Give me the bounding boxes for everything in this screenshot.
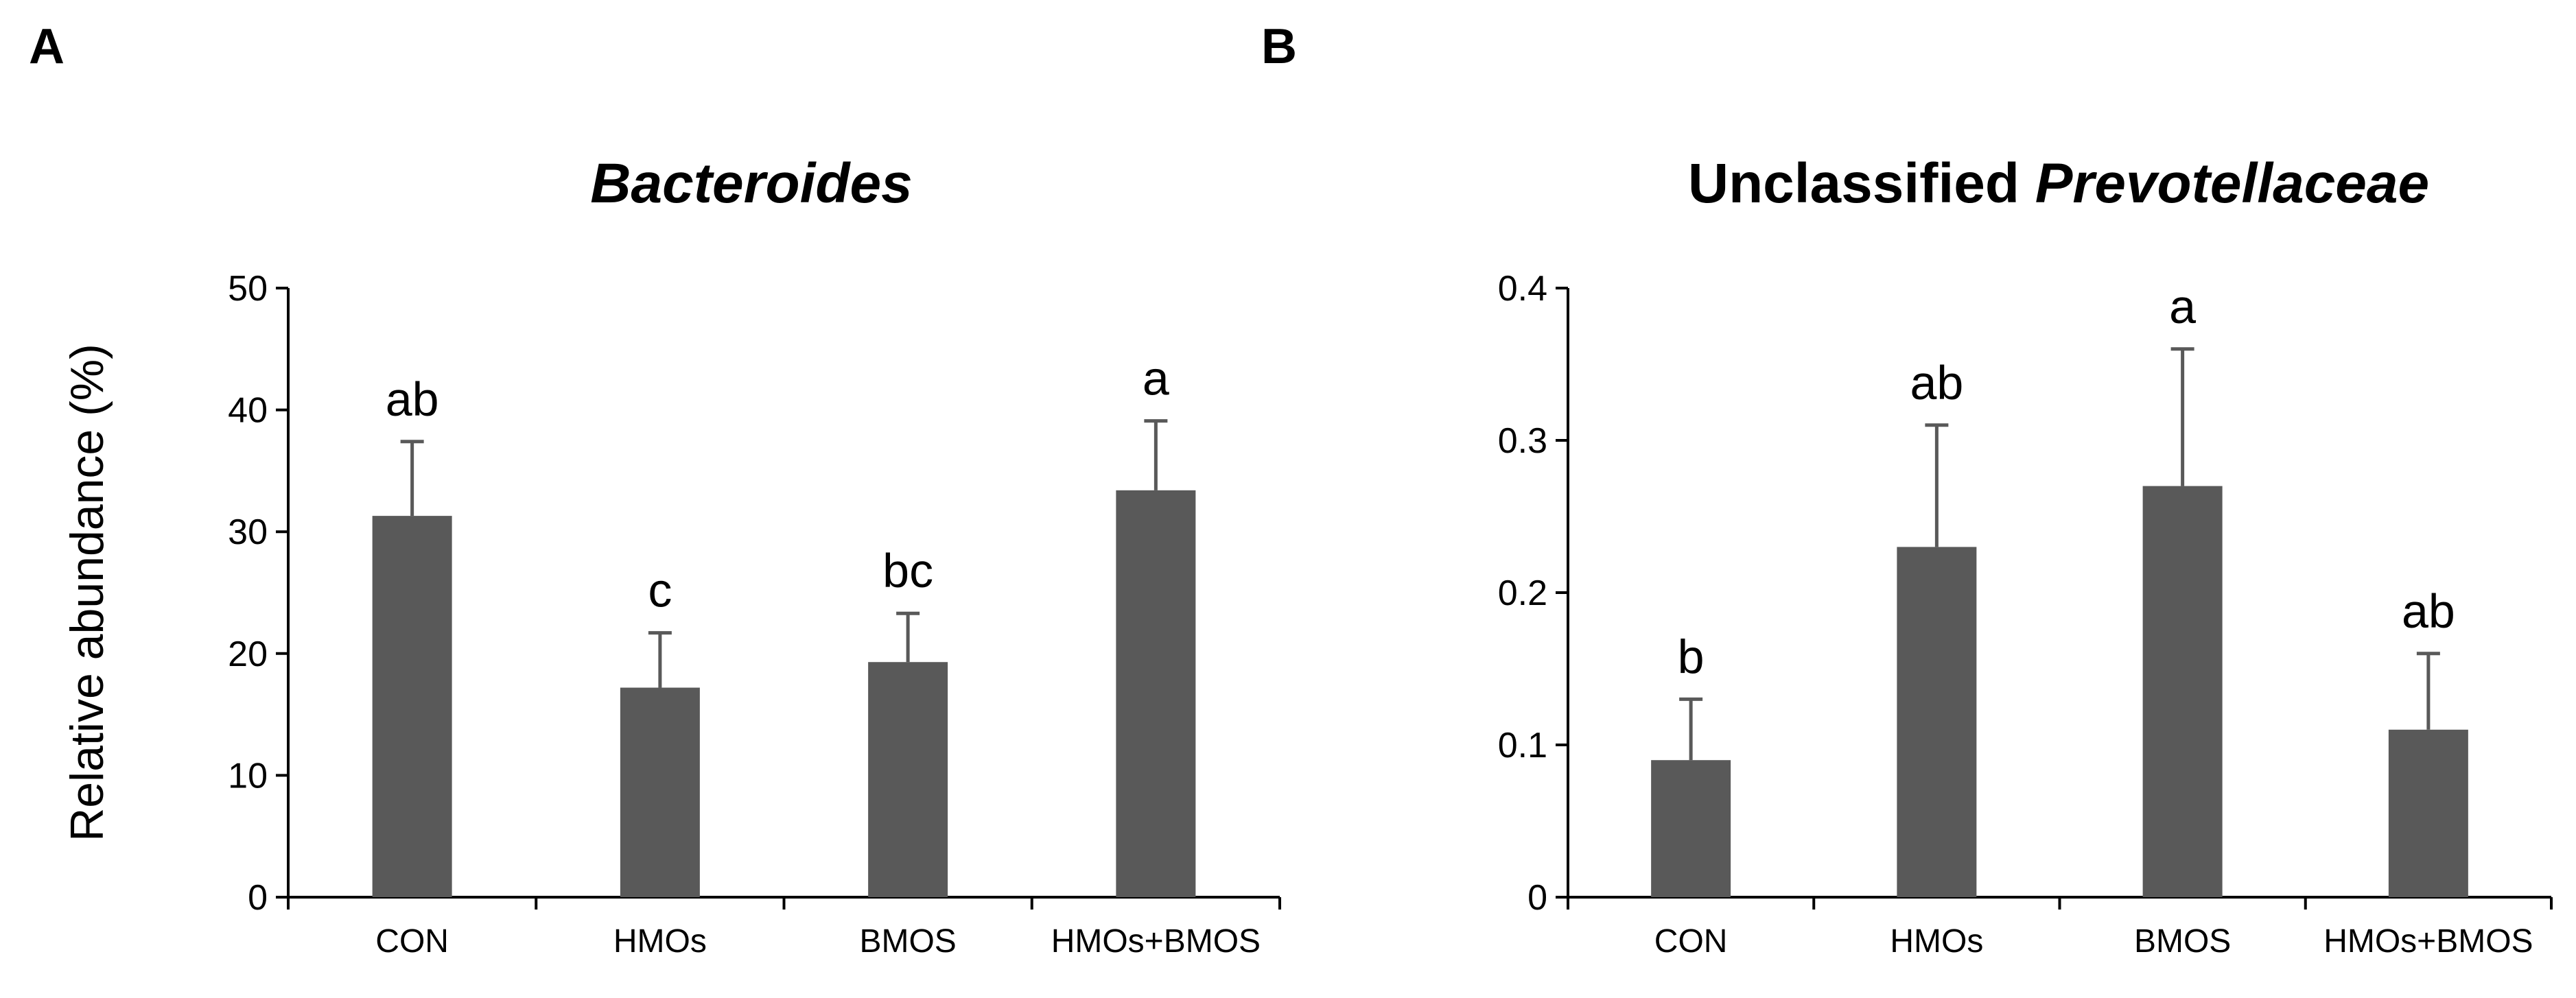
y-tick-label: 10 (228, 756, 268, 796)
y-axis-label: Relative abundance (%) (61, 344, 113, 842)
significance-label: ab (1910, 356, 1963, 409)
significance-label: ab (2402, 584, 2455, 638)
panel-letter-a: A (29, 19, 65, 74)
chart-title-part: Unclassified (1688, 152, 2035, 215)
bar-bmos (868, 662, 948, 897)
y-tick-label: 0 (248, 878, 268, 918)
bar-con (1651, 760, 1731, 897)
x-tick-label: HMOs (613, 923, 707, 960)
significance-label: a (1143, 352, 1169, 405)
bar-hmos-bmos (1116, 490, 1196, 897)
chart-unclassified-prevotellaceae: Unclassified Prevotellaceae 0 0.1 0.2 0.3 0.4… (1498, 152, 2553, 960)
y-tick-label: 50 (228, 269, 268, 309)
bar-hmos (620, 687, 700, 897)
y-tick-label: 0.3 (1498, 421, 1547, 461)
x-tick-label: HMOs (1890, 923, 1983, 960)
significance-label: a (2169, 280, 2196, 333)
x-tick-label: CON (375, 923, 449, 960)
significance-label: bc (882, 544, 933, 597)
x-tick-label: BMOS (2134, 923, 2231, 960)
chart-title: Bacteroides (590, 152, 912, 215)
significance-label: ab (386, 372, 439, 426)
x-tick-label: CON (1654, 923, 1728, 960)
panel-letter-b: B (1261, 19, 1297, 74)
y-tick-label: 0.1 (1498, 726, 1547, 765)
x-tick-label: HMOs+BMOS (1051, 923, 1261, 960)
bar-hmos-bmos (2388, 729, 2468, 897)
bar-hmos (1897, 547, 1977, 897)
bar-bmos (2142, 486, 2223, 897)
chart-bacteroides: Bacteroides Relative abundance (%) 0 10 20 30… (61, 152, 1281, 960)
y-tick-label: 0.2 (1498, 573, 1547, 613)
significance-label: c (648, 564, 672, 617)
y-tick-label: 40 (228, 391, 268, 431)
x-tick-label: HMOs+BMOS (2323, 923, 2533, 960)
x-tick-label: BMOS (859, 923, 956, 960)
chart-title: Unclassified Prevotellaceae (1688, 152, 2429, 215)
y-tick-label: 20 (228, 634, 268, 674)
bar-con (372, 516, 452, 897)
y-tick-label: 0.4 (1498, 269, 1547, 309)
chart-title-part: Bacteroides (590, 152, 912, 215)
chart-title-part: Prevotellaceae (2035, 152, 2429, 215)
y-tick-label: 0 (1527, 878, 1547, 918)
y-tick-label: 30 (228, 512, 268, 552)
significance-label: b (1678, 630, 1705, 683)
